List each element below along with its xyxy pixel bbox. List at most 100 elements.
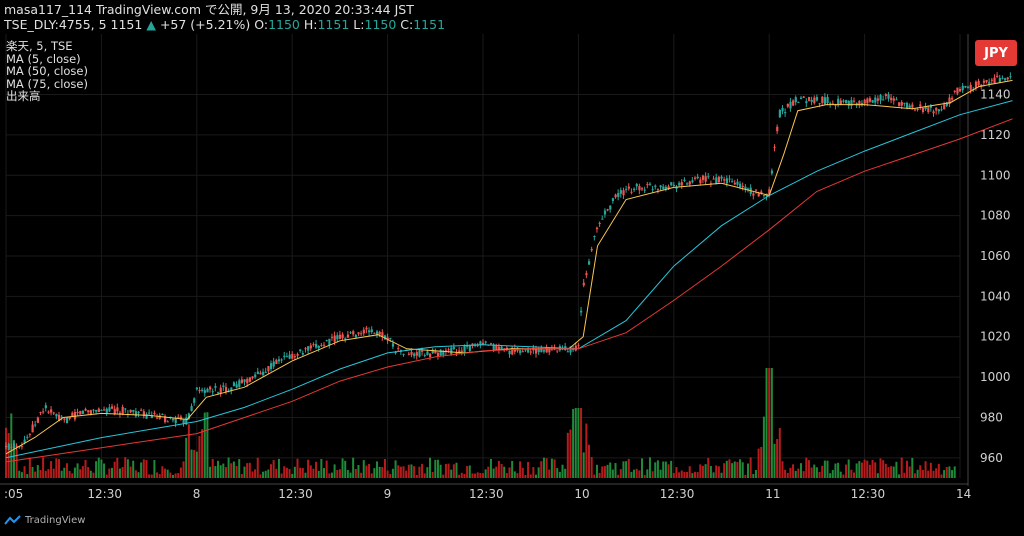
volume-bar — [548, 469, 551, 478]
candle-body — [678, 182, 681, 186]
volume-bar — [500, 463, 503, 478]
candle-body — [272, 361, 275, 367]
volume-bar — [747, 463, 749, 478]
volume-bar — [137, 472, 140, 478]
volume-bar — [195, 451, 198, 478]
low-value: 1150 — [364, 17, 397, 32]
candle-body — [259, 372, 262, 375]
volume-bar — [550, 458, 553, 478]
volume-bar — [389, 474, 392, 478]
volume-bar — [240, 474, 243, 478]
candle-body — [52, 412, 55, 414]
legend-ma50[interactable]: MA (50, close) — [6, 64, 88, 78]
volume-bar — [863, 459, 866, 478]
volume-bar — [105, 474, 108, 478]
volume-bar — [336, 470, 339, 478]
tradingview-brand[interactable]: TradingView — [4, 514, 85, 526]
candle-body — [185, 417, 188, 425]
volume-bar — [291, 473, 294, 478]
candle-body — [609, 205, 612, 210]
candle-body — [145, 414, 148, 419]
candle-body — [688, 181, 691, 185]
candle-body — [140, 409, 143, 411]
volume-bar — [765, 368, 768, 478]
volume-bar — [701, 465, 704, 478]
volume-bar — [659, 469, 662, 478]
volume-bar — [839, 471, 842, 478]
volume-bar — [95, 461, 98, 478]
candle-body — [521, 351, 524, 353]
candle-body — [966, 86, 970, 88]
volume-bar — [399, 466, 402, 478]
candle-body — [739, 183, 742, 188]
candle-body — [100, 409, 103, 411]
candle-body — [906, 103, 909, 109]
candle-body — [760, 191, 763, 194]
volume-bar — [619, 469, 622, 478]
volume-bar — [410, 464, 413, 478]
volume-bar — [521, 467, 524, 478]
candle-body — [959, 88, 962, 92]
volume-bar — [505, 473, 508, 478]
candle-body — [937, 109, 940, 112]
candle-body — [524, 349, 527, 351]
volume-bar — [232, 461, 235, 478]
volume-bar — [680, 470, 683, 478]
volume-bar — [603, 466, 606, 478]
candle-body — [866, 98, 869, 104]
candle-body — [985, 80, 988, 82]
candle-body — [662, 186, 665, 190]
legend-symbol[interactable]: 楽天, 5, TSE — [6, 39, 73, 53]
volume-bar — [460, 472, 463, 478]
candle-body — [593, 236, 596, 238]
candle-body — [333, 335, 336, 342]
volume-bar — [60, 470, 63, 478]
candle-body — [800, 97, 803, 100]
candle-body — [529, 351, 532, 353]
candle-body — [431, 349, 434, 354]
volume-bar — [50, 461, 53, 478]
volume-bar — [338, 469, 341, 478]
candle-body — [601, 218, 604, 220]
candle-body — [307, 346, 310, 351]
legend-volume[interactable]: 出来高 — [6, 89, 41, 103]
volume-bar — [52, 468, 55, 478]
y-tick-label: 1060 — [980, 249, 1011, 263]
volume-bar — [34, 471, 37, 478]
candle-body — [394, 352, 397, 354]
candle-body — [362, 329, 365, 334]
volume-bar — [898, 474, 901, 478]
volume-bar — [527, 461, 530, 478]
candle-body — [773, 146, 776, 148]
candle-body — [413, 353, 416, 357]
volume-bar — [688, 466, 691, 478]
candle-body — [921, 107, 925, 112]
candle-body — [651, 189, 654, 191]
volume-bar — [18, 470, 21, 478]
legend-ma5[interactable]: MA (5, close) — [6, 51, 81, 66]
volume-bar — [948, 466, 951, 478]
candle-body — [407, 353, 410, 355]
volume-bar — [365, 465, 368, 478]
candle-body — [267, 366, 270, 372]
volume-bar — [299, 467, 302, 478]
volume-bar — [362, 460, 365, 478]
legend-ma75[interactable]: MA (75, close) — [6, 76, 88, 91]
volume-bar — [405, 470, 408, 478]
volume-bar — [238, 459, 241, 478]
candle-body — [113, 408, 116, 415]
candle-body — [270, 363, 273, 369]
volume-bar — [476, 472, 479, 478]
volume-bar — [158, 474, 161, 478]
candle-body — [105, 408, 108, 413]
candle-body — [129, 409, 132, 413]
candle-body — [161, 414, 164, 416]
candle-body — [87, 410, 90, 413]
candle-body — [455, 352, 458, 354]
currency-badge[interactable]: JPY — [975, 40, 1017, 66]
candle-body — [505, 347, 509, 350]
volume-bar — [304, 472, 307, 478]
candle-body — [1006, 77, 1009, 80]
volume-bar — [65, 463, 68, 478]
